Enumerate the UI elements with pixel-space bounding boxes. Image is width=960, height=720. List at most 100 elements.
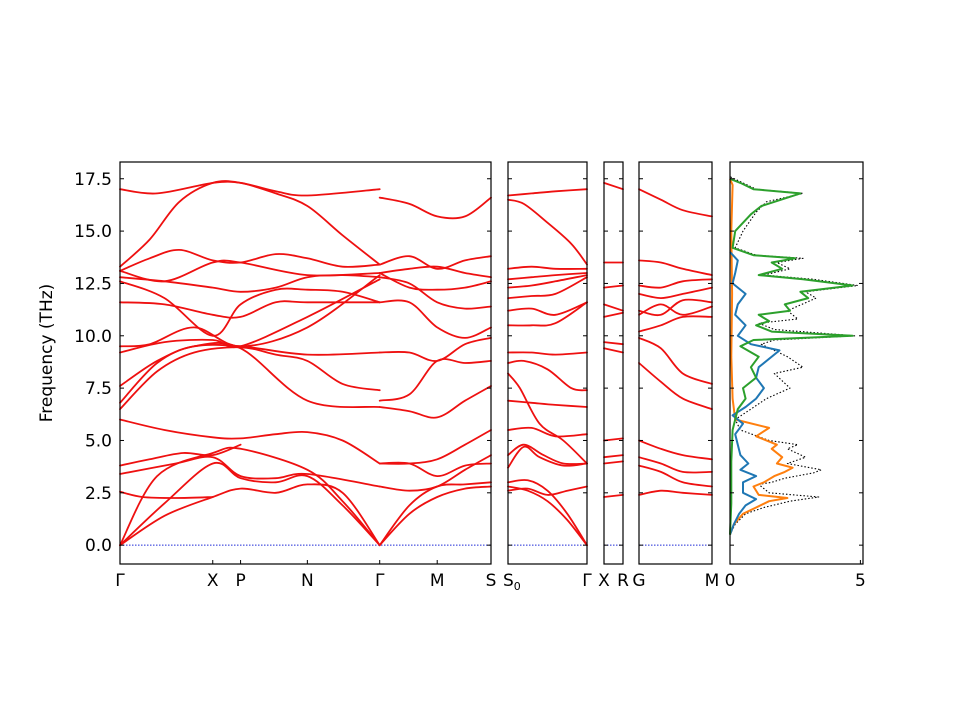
phonon-band-13: [119, 300, 381, 319]
phonon-band-24: [378, 461, 492, 478]
dos-series-1: [729, 176, 859, 535]
phonon-band-10: [119, 343, 381, 387]
phonon-band-7: [507, 399, 588, 408]
y-axis: 0.0 2.5 5.0 7.5 10.0 12.5 15.0 17.5: [74, 170, 112, 556]
x-tick-label: Γ: [115, 571, 125, 591]
y-tick-label: 7.5: [85, 379, 112, 399]
phonon-band-4: [638, 439, 713, 461]
phonon-band-30: [378, 272, 492, 291]
dos-series-2: [729, 178, 794, 536]
phonon-band-7: [603, 311, 624, 318]
phonon-band-28: [378, 299, 492, 339]
phonon-band-12: [507, 301, 588, 316]
phonon-band-12: [119, 274, 381, 348]
y-tick-label: 17.5: [74, 170, 112, 190]
phonon-band-3: [507, 485, 588, 496]
phonon-band-13: [638, 188, 713, 218]
x-tick-label: X: [598, 571, 610, 591]
dos-x-tick-label: 5: [855, 571, 866, 591]
phonon-band-6: [507, 426, 588, 438]
x-tick-label: M: [705, 571, 720, 591]
phonon-band-15: [507, 272, 588, 281]
y-tick-label: 10.0: [74, 327, 112, 347]
phonon-band-7: [638, 315, 713, 333]
phonon-band-5: [507, 443, 588, 466]
phonon-band-18: [507, 188, 588, 197]
x-tick-label: S: [486, 571, 497, 591]
phonon-band-4: [119, 490, 214, 499]
band-panels: Γ X P N Γ M S S0 Γ X R G M: [115, 161, 720, 593]
phonon-band-11: [119, 278, 381, 354]
phonon-band-1: [603, 494, 624, 498]
dos-panel-frame: [729, 161, 864, 565]
phonon-band-1: [119, 483, 381, 547]
phonon-band-6: [603, 341, 624, 346]
panel-frame: [119, 161, 492, 565]
phonon-band-5: [603, 347, 624, 354]
y-axis-label: Frequency (THz): [37, 284, 57, 423]
phonon-band-8: [603, 303, 624, 312]
phonon-band-3: [119, 446, 381, 547]
panel-frame: [603, 161, 624, 565]
y-tick-label: 5.0: [85, 431, 112, 451]
x-tick-label: M: [430, 571, 445, 591]
phonon-band-13: [507, 276, 588, 299]
panel-frame: [638, 161, 713, 565]
phonon-band-7: [119, 418, 381, 465]
x-tick-label: Γ: [582, 571, 592, 591]
phonon-band-29: [378, 276, 492, 310]
phonon-band-8: [638, 303, 713, 316]
phonon-band-5: [119, 455, 381, 488]
phonon-band-17: [507, 198, 588, 266]
phonon-band-14: [119, 280, 381, 337]
y-tick-label: 15.0: [74, 222, 112, 242]
phonon-band-3: [638, 456, 713, 474]
phonon-band-16: [507, 265, 588, 270]
x-tick-label: G: [632, 571, 645, 591]
x-tick-label: R: [617, 571, 629, 591]
phonon-band-9: [603, 284, 624, 289]
phonon-band-23: [378, 429, 492, 465]
x-tick-label: N: [301, 571, 314, 591]
dos-x-tick-label: 0: [725, 571, 736, 591]
dos-series-4: [729, 177, 854, 535]
phonon-band-5: [638, 362, 713, 410]
phonon-band-17: [119, 248, 381, 272]
phonon-band-14: [507, 274, 588, 289]
phonon-band-11: [603, 182, 624, 191]
phonon-band-27: [378, 337, 492, 362]
phonon-band-9: [638, 298, 713, 317]
phonon-band-1: [638, 489, 713, 496]
phonon-band-25: [378, 385, 492, 419]
phonon-band-20: [378, 485, 492, 547]
dos-series-3: [729, 251, 781, 536]
panel-2: S0 Γ: [503, 161, 592, 593]
phonon-band-2: [638, 464, 713, 488]
phonon-band-2: [119, 461, 381, 547]
phonon-band-3: [603, 454, 624, 459]
phonon-band-2: [507, 479, 588, 547]
phonon-band-6: [119, 443, 242, 467]
phonon-band-10: [638, 286, 713, 299]
phonon-band-16: [119, 259, 381, 283]
phonon-band-8: [119, 346, 381, 410]
x-tick-label: X: [207, 571, 219, 591]
panel-frame: [507, 161, 588, 565]
x-tick-label: Γ: [375, 571, 385, 591]
phonon-band-12: [638, 259, 713, 276]
phonon-band-19: [119, 180, 381, 197]
phonon-band-33: [378, 196, 492, 220]
phonon-band-6: [638, 337, 713, 385]
phonon-band-32: [378, 255, 492, 270]
phonon-band-11: [507, 301, 588, 327]
phonon-band-31: [378, 265, 492, 279]
phonon-band-8: [507, 372, 588, 465]
y-tick-label: 2.5: [85, 484, 112, 504]
phonon-band-11: [638, 278, 713, 289]
